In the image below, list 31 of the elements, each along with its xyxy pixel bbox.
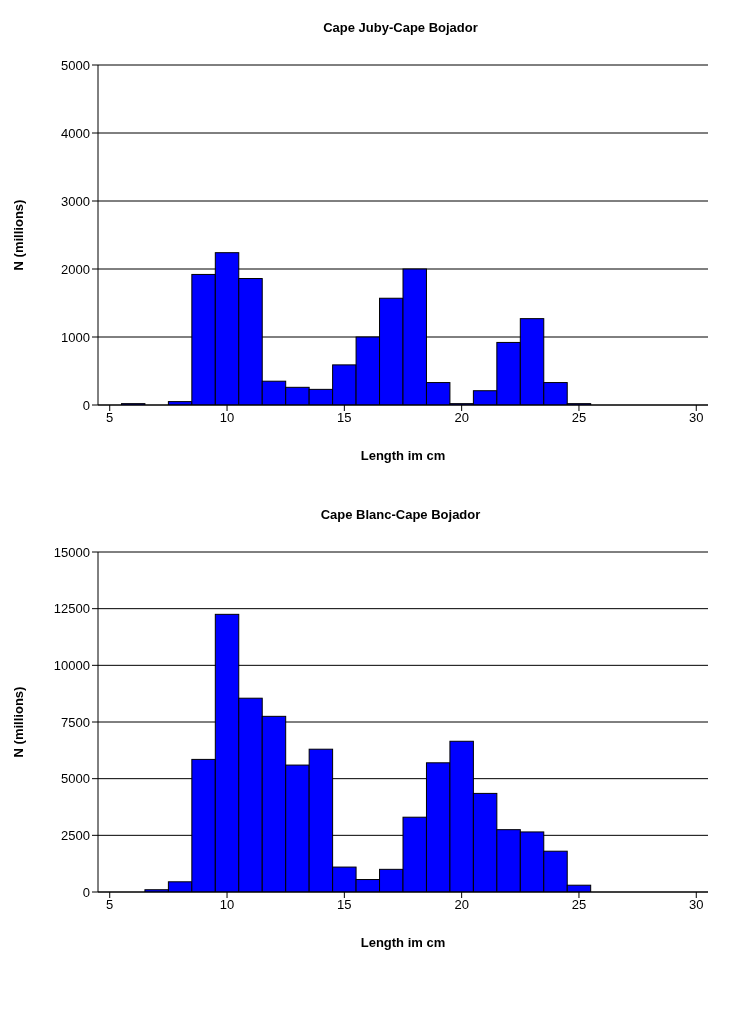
x-tick-label: 25 — [571, 410, 587, 426]
y-tick-label: 7500 — [61, 714, 90, 730]
y-tick-label: 0 — [82, 884, 90, 900]
x-tick-label: 5 — [106, 897, 114, 913]
y-axis-title: N (millions) — [10, 199, 26, 271]
y-tick-label: 0 — [82, 397, 90, 413]
x-tick-label: 20 — [454, 897, 469, 913]
y-tick-label: 10000 — [53, 657, 90, 673]
chart-title: Cape Juby-Cape Bojador — [322, 19, 479, 37]
y-tick-label: 5000 — [61, 771, 90, 787]
y-tick-label: 5000 — [61, 57, 90, 73]
y-tick-label: 12500 — [53, 601, 90, 617]
x-tick-label: 15 — [337, 897, 352, 913]
x-axis-title: Length im cm — [360, 448, 446, 463]
x-tick-label: 15 — [337, 410, 352, 426]
y-tick-label: 3000 — [61, 193, 90, 209]
x-tick-label: 30 — [689, 897, 704, 913]
y-tick-label: 15000 — [53, 544, 90, 560]
x-tick-label: 25 — [571, 897, 587, 913]
x-tick-label: 20 — [454, 410, 469, 426]
x-axis-title: Length im cm — [360, 935, 446, 950]
x-tick-label: 10 — [219, 410, 235, 426]
x-tick-label: 30 — [689, 410, 704, 426]
y-tick-label: 2500 — [61, 827, 90, 843]
y-axis-title: N (millions) — [10, 686, 26, 758]
y-tick-label: 4000 — [61, 125, 90, 141]
x-tick-label: 10 — [219, 897, 235, 913]
x-tick-label: 5 — [106, 410, 114, 426]
y-tick-label: 1000 — [61, 329, 90, 345]
y-tick-label: 2000 — [61, 261, 90, 277]
chart-title: Cape Blanc-Cape Bojador — [319, 506, 482, 524]
